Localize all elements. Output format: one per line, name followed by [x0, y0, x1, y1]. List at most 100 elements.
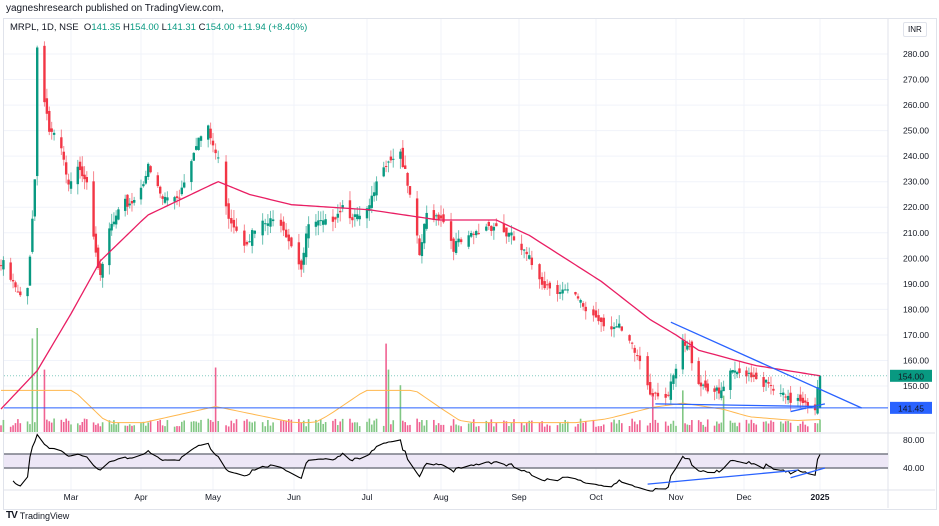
- candle-body: [317, 220, 320, 226]
- volume-bar: [688, 425, 691, 432]
- candle-body: [45, 98, 49, 114]
- candle-body: [772, 388, 775, 391]
- volume-bar: [804, 424, 807, 432]
- candle-body: [224, 161, 228, 207]
- volume-bar: [745, 419, 748, 432]
- candle-body: [341, 205, 344, 209]
- volume-bar: [193, 421, 195, 432]
- candle-body: [762, 377, 765, 387]
- volume-bar: [702, 424, 704, 432]
- candle-body: [92, 181, 95, 237]
- x-tick-label: Sep: [511, 492, 526, 502]
- volume-bar: [538, 422, 541, 432]
- volume-bar: [110, 424, 113, 432]
- candle-body: [612, 327, 616, 329]
- candle-body: [683, 341, 687, 346]
- candle-body: [163, 196, 167, 203]
- candle-body: [195, 146, 198, 150]
- volume-bar: [503, 420, 505, 432]
- volume-bar: [285, 420, 287, 432]
- volume-bar: [782, 423, 785, 432]
- volume-bar: [477, 426, 480, 432]
- candle-body: [646, 356, 649, 386]
- volume-bar: [636, 424, 639, 432]
- candle-body: [620, 326, 624, 331]
- rsi-line: [12, 433, 821, 492]
- candle-body: [437, 214, 440, 220]
- candle-body: [302, 252, 305, 265]
- candle-body: [686, 345, 689, 350]
- candle-body: [806, 402, 809, 407]
- volume-bar: [748, 423, 750, 432]
- volume-bar: [31, 338, 34, 432]
- volume-bar: [113, 420, 115, 432]
- volume-bar: [488, 422, 490, 432]
- close-value: 154.00: [205, 22, 235, 33]
- candle-body: [581, 303, 585, 307]
- volume-bar: [672, 420, 675, 432]
- candle-body: [243, 230, 246, 246]
- volume-bar: [124, 425, 126, 432]
- candle-body: [592, 309, 595, 316]
- candle-body: [370, 195, 373, 208]
- candle-body: [209, 128, 212, 139]
- volume-bar: [621, 423, 623, 432]
- volume-bar: [131, 425, 133, 432]
- candle-body: [11, 279, 15, 282]
- volume-bar: [670, 423, 672, 432]
- candle-body: [796, 397, 800, 401]
- candle-body: [261, 220, 264, 236]
- volume-bar: [46, 419, 48, 432]
- volume-bar: [779, 421, 782, 432]
- moving-average-line: [0, 180, 821, 410]
- last-price-label-bg: [890, 369, 932, 382]
- symbol-label[interactable]: MRPL, 1D, NSE: [10, 22, 79, 33]
- candle-body: [540, 276, 544, 285]
- candle-body: [230, 218, 233, 224]
- volume-bar: [76, 423, 79, 432]
- volume-bar: [423, 425, 426, 432]
- candle-body: [348, 200, 352, 219]
- volume-bar: [79, 425, 81, 432]
- volume-bar: [520, 422, 523, 432]
- volume-bar: [48, 421, 51, 432]
- candle-body: [786, 395, 790, 401]
- change-value: +11.94 (+8.40%): [237, 22, 308, 33]
- candle-body: [94, 233, 98, 253]
- volume-bar: [750, 419, 753, 432]
- volume-bar: [243, 420, 246, 432]
- volume-bar: [390, 424, 392, 432]
- volume-bar: [789, 422, 792, 432]
- candle-body: [192, 152, 195, 161]
- candles: [0, 41, 822, 432]
- candle-body: [538, 264, 541, 280]
- candle-body: [351, 217, 354, 221]
- candle-body: [110, 223, 113, 231]
- candle-body: [284, 229, 288, 238]
- candle-body: [528, 255, 531, 259]
- volume-bar: [14, 423, 17, 432]
- volume-bar: [9, 426, 12, 432]
- candle-body: [764, 379, 768, 383]
- volume-bar: [595, 426, 597, 432]
- candle-body: [290, 237, 293, 247]
- volume-bar: [341, 418, 344, 432]
- candle-body: [556, 285, 559, 295]
- volume-bar: [60, 419, 63, 432]
- currency-button[interactable]: INR: [903, 22, 927, 37]
- volume-bar: [43, 369, 46, 432]
- candle-body: [769, 385, 773, 387]
- close-label: C: [198, 22, 206, 33]
- candle-body: [779, 393, 782, 395]
- candle-body: [248, 241, 251, 243]
- volume-bar: [541, 421, 543, 432]
- rsi-tick-label: 40.00: [903, 463, 925, 473]
- volume-bar: [349, 418, 351, 432]
- candle-body: [656, 392, 660, 397]
- volume-bar: [713, 425, 716, 432]
- volume-bar: [450, 425, 452, 432]
- candle-body: [130, 200, 134, 204]
- y-tick-label: 270.00: [903, 75, 929, 85]
- volume-bar: [319, 419, 322, 432]
